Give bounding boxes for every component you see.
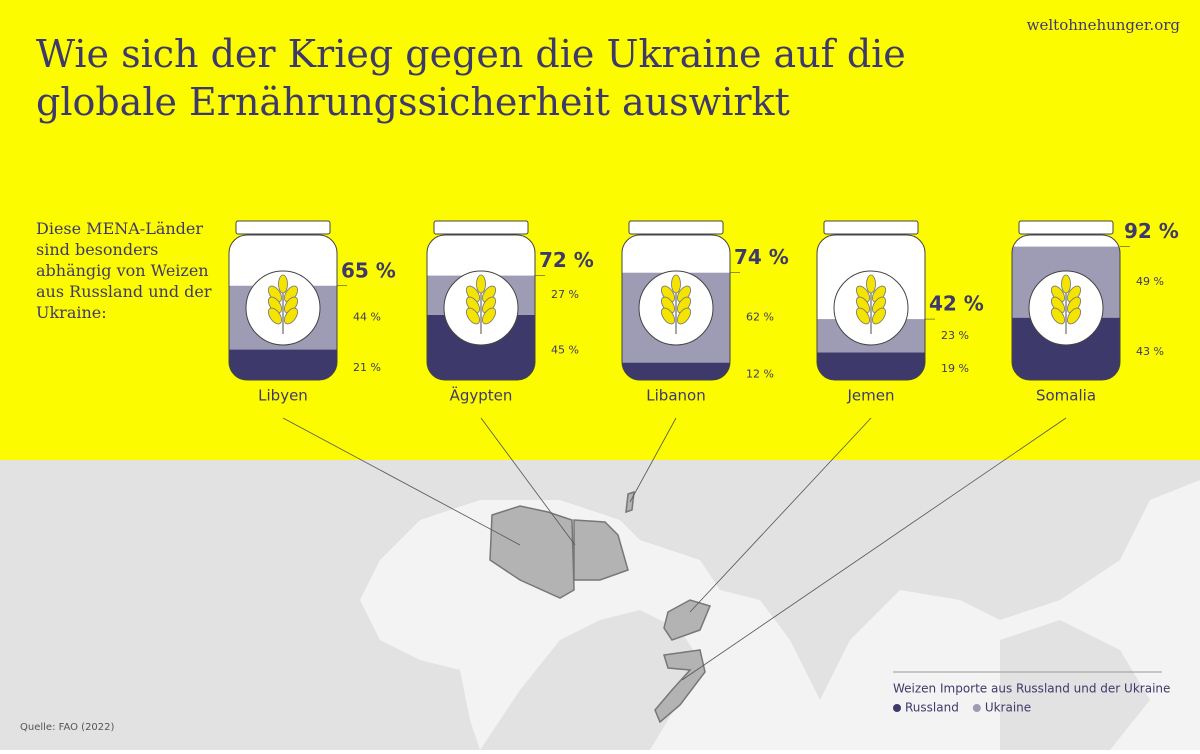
legend-swatch <box>893 704 901 712</box>
country-jemen <box>663 599 712 641</box>
value-label: 44 % <box>353 311 381 324</box>
jar-outline <box>621 234 731 381</box>
subtitle-box: Diese MENA-Länder sind besonders abhängi… <box>36 219 212 322</box>
wheat-grain <box>661 307 675 325</box>
category-label: Somalia <box>1036 387 1096 405</box>
source: Quelle: FAO (2022) <box>20 722 115 733</box>
wheat-grain <box>1067 307 1081 325</box>
jar-lid <box>1018 220 1114 235</box>
connector <box>629 417 677 503</box>
legend-label: Russland <box>905 701 959 715</box>
jar-outline <box>426 234 536 381</box>
country-libyen <box>489 505 575 599</box>
wheat-grain <box>476 274 486 294</box>
country-somalia <box>654 649 706 724</box>
country-aegypten <box>573 519 629 581</box>
map-land <box>0 460 1200 750</box>
value-label: 49 % <box>1136 275 1164 288</box>
total-label: 72 % <box>539 248 594 272</box>
subtitle: Diese MENA-Länder sind besonders abhängi… <box>36 219 212 322</box>
wheat-grain <box>872 307 886 325</box>
title-box: Wie sich der Krieg gegen die Ukraine auf… <box>36 32 906 124</box>
value-label: 27 % <box>551 288 579 301</box>
legend-label: Ukraine <box>985 701 1031 715</box>
wheat-grain <box>278 274 288 294</box>
jar-lid <box>433 220 529 235</box>
value-label: 43 % <box>1136 345 1164 358</box>
category-label: Libyen <box>258 387 308 405</box>
wheat-grain <box>268 307 282 325</box>
land-asia-south <box>1000 620 1150 750</box>
connector-lines <box>282 417 1067 681</box>
wheat-grain <box>1051 307 1065 325</box>
value-label: 19 % <box>941 362 969 375</box>
jar-lid <box>628 220 724 235</box>
header-background <box>0 0 1200 460</box>
legend-swatch <box>972 704 981 712</box>
value-label: 62 % <box>746 311 774 324</box>
value-label: 23 % <box>941 329 969 342</box>
connector <box>689 417 872 613</box>
wheat-grain <box>856 307 870 325</box>
value-label: 12 % <box>746 367 774 380</box>
bar-segment <box>229 349 337 380</box>
bar-segment <box>622 362 730 380</box>
category-label: Jemen <box>847 387 895 405</box>
highlighted-countries <box>489 490 712 724</box>
category-label: Ägypten <box>450 386 513 405</box>
total-label: 92 % <box>1124 219 1179 243</box>
land-north <box>0 460 1200 750</box>
wheat-grain <box>1061 274 1071 294</box>
jar-outline <box>816 234 926 381</box>
bar-segment <box>817 352 925 380</box>
jar-outline <box>1011 234 1121 381</box>
legend-title: Weizen Importe aus Russland und der Ukra… <box>893 682 1170 696</box>
value-label: 21 % <box>353 361 381 374</box>
wheat-grain <box>671 274 681 294</box>
connector <box>282 417 521 546</box>
total-label: 74 % <box>734 245 789 269</box>
total-label: 42 % <box>929 292 984 316</box>
wheat-grain <box>284 307 298 325</box>
wheat-grain <box>677 307 691 325</box>
total-label: 65 % <box>341 258 396 282</box>
jar-lid <box>823 220 919 235</box>
connector <box>681 417 1067 681</box>
land-africa-south <box>480 610 700 750</box>
jar-outline <box>228 234 338 381</box>
site-url: weltohnehunger.org <box>1027 16 1181 34</box>
category-label: Libanon <box>646 387 705 405</box>
jar-lid <box>235 220 331 235</box>
value-label: 45 % <box>551 343 579 356</box>
wheat-grain <box>482 307 496 325</box>
chart-title: Wie sich der Krieg gegen die Ukraine auf… <box>36 32 906 124</box>
wheat-grain <box>466 307 480 325</box>
connector <box>480 417 576 546</box>
wheat-grain <box>866 274 876 294</box>
